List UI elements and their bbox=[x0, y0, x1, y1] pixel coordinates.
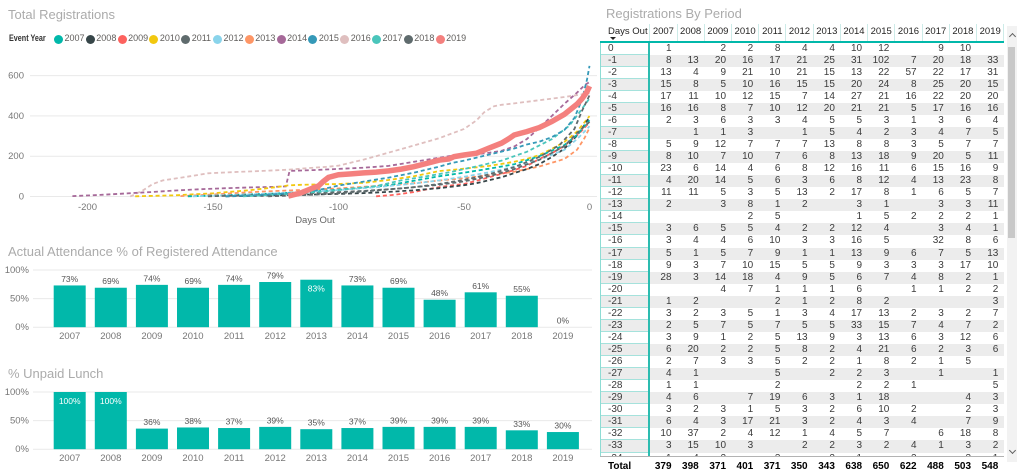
svg-text:400: 400 bbox=[8, 111, 24, 122]
svg-text:2012: 2012 bbox=[265, 453, 286, 464]
svg-text:0%: 0% bbox=[15, 444, 29, 455]
svg-text:39%: 39% bbox=[472, 415, 489, 425]
svg-text:0%: 0% bbox=[15, 322, 29, 333]
svg-text:100%: 100% bbox=[100, 396, 122, 406]
svg-text:100%: 100% bbox=[5, 387, 30, 398]
svg-text:83%: 83% bbox=[308, 284, 325, 294]
svg-text:2016: 2016 bbox=[429, 331, 450, 342]
svg-text:30%: 30% bbox=[554, 421, 571, 431]
svg-text:39%: 39% bbox=[267, 415, 284, 425]
svg-text:50%: 50% bbox=[10, 416, 30, 427]
svg-text:0: 0 bbox=[19, 192, 24, 203]
svg-text:2008: 2008 bbox=[100, 453, 121, 464]
svg-text:2016: 2016 bbox=[429, 453, 450, 464]
svg-text:2007: 2007 bbox=[59, 453, 80, 464]
svg-text:74%: 74% bbox=[143, 273, 160, 283]
svg-text:50%: 50% bbox=[10, 294, 30, 305]
svg-text:39%: 39% bbox=[431, 415, 448, 425]
svg-text:2014: 2014 bbox=[347, 331, 368, 342]
svg-text:2010: 2010 bbox=[182, 453, 203, 464]
svg-text:2019: 2019 bbox=[552, 331, 573, 342]
svg-text:2007: 2007 bbox=[59, 331, 80, 342]
svg-text:79%: 79% bbox=[267, 271, 284, 281]
svg-text:2009: 2009 bbox=[141, 331, 162, 342]
svg-text:Days Out: Days Out bbox=[295, 215, 335, 226]
svg-text:69%: 69% bbox=[390, 276, 407, 286]
svg-text:73%: 73% bbox=[349, 274, 366, 284]
svg-text:100%: 100% bbox=[5, 265, 30, 276]
svg-text:74%: 74% bbox=[226, 273, 243, 283]
svg-text:55%: 55% bbox=[513, 284, 530, 294]
svg-text:2012: 2012 bbox=[265, 331, 286, 342]
svg-text:39%: 39% bbox=[390, 415, 407, 425]
svg-text:2013: 2013 bbox=[306, 453, 327, 464]
svg-text:37%: 37% bbox=[226, 417, 243, 427]
svg-text:61%: 61% bbox=[472, 281, 489, 291]
svg-text:2015: 2015 bbox=[388, 331, 409, 342]
svg-text:2018: 2018 bbox=[511, 331, 532, 342]
svg-text:38%: 38% bbox=[184, 416, 201, 426]
svg-text:200: 200 bbox=[8, 151, 24, 162]
svg-text:2017: 2017 bbox=[470, 331, 491, 342]
svg-text:-50: -50 bbox=[457, 202, 471, 213]
svg-text:2011: 2011 bbox=[224, 453, 244, 464]
svg-text:48%: 48% bbox=[431, 288, 448, 298]
svg-text:73%: 73% bbox=[61, 274, 78, 284]
svg-text:2010: 2010 bbox=[182, 331, 203, 342]
svg-text:35%: 35% bbox=[308, 418, 325, 428]
svg-text:2017: 2017 bbox=[470, 453, 491, 464]
svg-text:69%: 69% bbox=[184, 276, 201, 286]
svg-text:-100: -100 bbox=[329, 202, 348, 213]
svg-text:0: 0 bbox=[587, 202, 592, 213]
svg-text:69%: 69% bbox=[102, 276, 119, 286]
svg-text:2014: 2014 bbox=[347, 453, 368, 464]
svg-text:37%: 37% bbox=[349, 417, 366, 427]
svg-text:33%: 33% bbox=[513, 419, 530, 429]
svg-text:2019: 2019 bbox=[552, 453, 573, 464]
svg-text:2011: 2011 bbox=[224, 331, 244, 342]
svg-text:2013: 2013 bbox=[306, 331, 327, 342]
svg-text:2018: 2018 bbox=[511, 453, 532, 464]
svg-text:0%: 0% bbox=[557, 316, 570, 326]
svg-text:100%: 100% bbox=[59, 396, 81, 406]
svg-text:2008: 2008 bbox=[100, 331, 121, 342]
svg-text:600: 600 bbox=[8, 71, 24, 82]
svg-text:-200: -200 bbox=[78, 202, 97, 213]
svg-text:-150: -150 bbox=[203, 202, 222, 213]
svg-text:36%: 36% bbox=[143, 417, 160, 427]
svg-text:2015: 2015 bbox=[388, 453, 409, 464]
svg-text:2009: 2009 bbox=[141, 453, 162, 464]
